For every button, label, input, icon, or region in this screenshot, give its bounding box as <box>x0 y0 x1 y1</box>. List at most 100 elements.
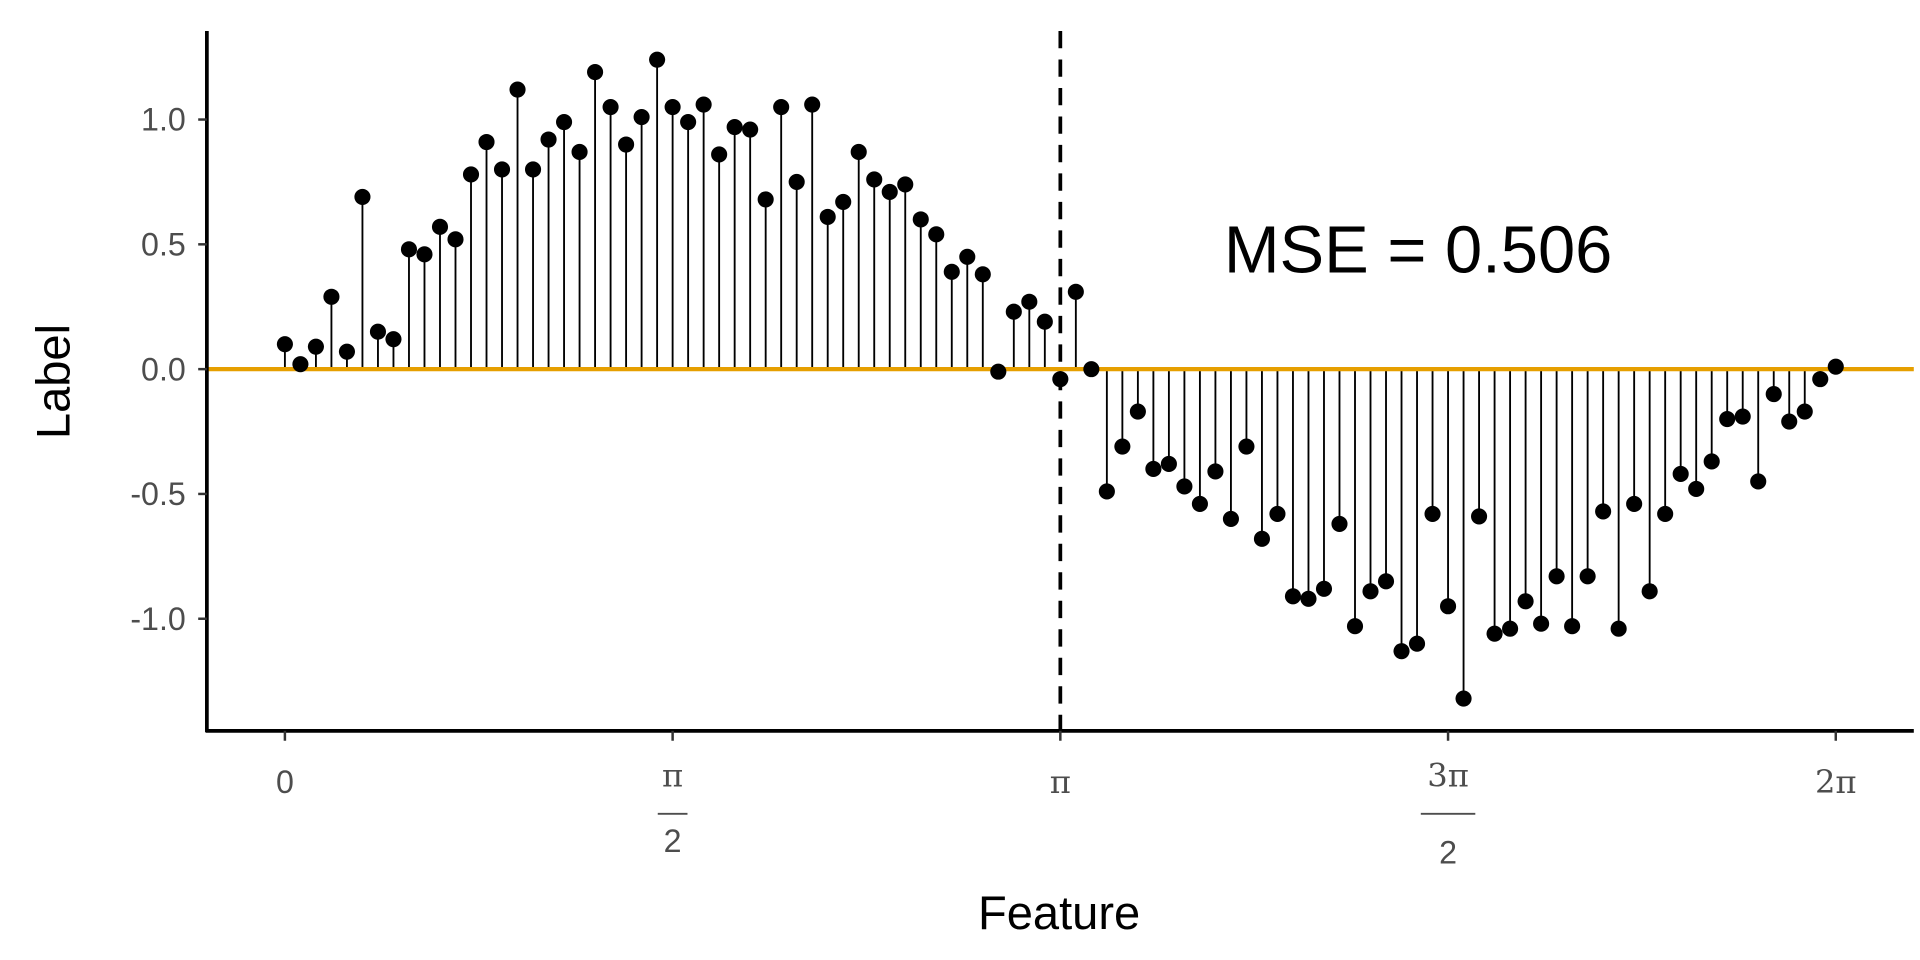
data-point <box>1098 483 1115 500</box>
data-point <box>1455 690 1472 707</box>
data-point <box>1253 530 1270 547</box>
y-ticks: 1.0 0.5 0.0 -0.5 -1.0 <box>130 102 207 637</box>
data-point <box>1579 568 1596 585</box>
data-point <box>400 241 418 258</box>
data-point <box>695 96 712 113</box>
data-point <box>866 171 883 188</box>
data-point <box>1657 505 1674 522</box>
x-tick-label: 2π <box>1815 763 1857 801</box>
y-tick-label: 0.5 <box>141 226 186 262</box>
data-point <box>1564 618 1581 635</box>
data-point <box>1408 635 1426 652</box>
data-point <box>540 131 557 148</box>
data-point <box>959 248 976 265</box>
data-point <box>1424 505 1441 522</box>
data-point <box>742 121 759 138</box>
data-point <box>943 263 960 280</box>
data-point <box>819 208 836 225</box>
data-point <box>897 176 914 193</box>
data-point <box>1440 598 1457 615</box>
data-point <box>354 188 371 205</box>
y-tick-label: 0.0 <box>141 351 186 387</box>
data-point <box>1036 313 1053 330</box>
data-point <box>912 211 929 228</box>
data-point <box>1471 508 1488 525</box>
data-point <box>1238 438 1255 455</box>
data-point <box>1315 580 1333 597</box>
data-point <box>587 64 604 81</box>
y-axis-label: Label <box>26 324 79 439</box>
data-point <box>1377 573 1395 590</box>
points <box>276 51 1844 707</box>
data-point <box>1300 590 1317 607</box>
data-point <box>524 161 542 178</box>
x-tick-numerator: π <box>662 757 683 795</box>
data-point <box>602 99 619 116</box>
data-point <box>1191 495 1208 512</box>
data-point <box>416 246 433 263</box>
data-point <box>1067 283 1084 300</box>
data-point <box>292 356 309 373</box>
data-point <box>1533 615 1550 632</box>
data-point <box>1517 593 1534 610</box>
data-point <box>1626 495 1643 512</box>
y-tick-label: 1.0 <box>141 102 186 138</box>
data-point <box>338 343 355 360</box>
data-point <box>1160 455 1177 473</box>
data-point <box>1005 303 1022 320</box>
x-tick-label: π <box>1050 763 1071 801</box>
data-point <box>1176 478 1193 495</box>
x-tick-numerator: 3π <box>1427 757 1469 795</box>
data-point <box>788 173 805 190</box>
data-point <box>1083 361 1100 378</box>
data-point <box>1393 643 1410 660</box>
data-point <box>881 183 898 200</box>
data-point <box>1688 480 1705 497</box>
data-point <box>1222 510 1239 527</box>
data-point <box>1595 503 1612 520</box>
data-point <box>1672 465 1689 483</box>
data-point <box>323 288 340 305</box>
data-point <box>447 231 464 248</box>
data-point <box>928 226 945 243</box>
data-point <box>757 191 774 208</box>
data-point <box>385 331 402 348</box>
data-point <box>1269 505 1286 522</box>
data-point <box>835 193 852 210</box>
data-point <box>726 118 743 136</box>
y-tick-label: -1.0 <box>130 601 185 637</box>
data-point <box>1346 618 1364 635</box>
data-point <box>1486 625 1503 642</box>
data-point <box>1765 386 1782 403</box>
data-point <box>1362 583 1379 600</box>
data-point <box>1331 515 1348 532</box>
data-point <box>1734 408 1751 425</box>
data-point <box>369 323 387 340</box>
data-point <box>1052 371 1069 388</box>
data-point <box>556 113 573 131</box>
data-point <box>1703 453 1720 470</box>
x-tick-denominator: 2 <box>1439 834 1457 870</box>
data-point <box>1641 583 1658 600</box>
data-point <box>711 146 728 163</box>
data-point <box>1827 358 1844 375</box>
data-point <box>1610 620 1627 637</box>
data-point <box>773 99 790 116</box>
data-point <box>1129 403 1146 420</box>
stems <box>283 59 1837 699</box>
data-point <box>493 161 511 178</box>
x-axis-label: Feature <box>978 886 1140 939</box>
data-point <box>1781 413 1798 430</box>
data-point <box>633 108 650 126</box>
x-tick-label: 0 <box>276 764 294 800</box>
data-point <box>307 338 324 355</box>
data-point <box>431 218 449 235</box>
data-point <box>680 113 697 131</box>
data-point <box>1750 473 1767 490</box>
data-point <box>1114 438 1131 455</box>
data-point <box>664 99 681 116</box>
y-tick-label: -0.5 <box>130 476 185 512</box>
data-point <box>1145 460 1162 478</box>
